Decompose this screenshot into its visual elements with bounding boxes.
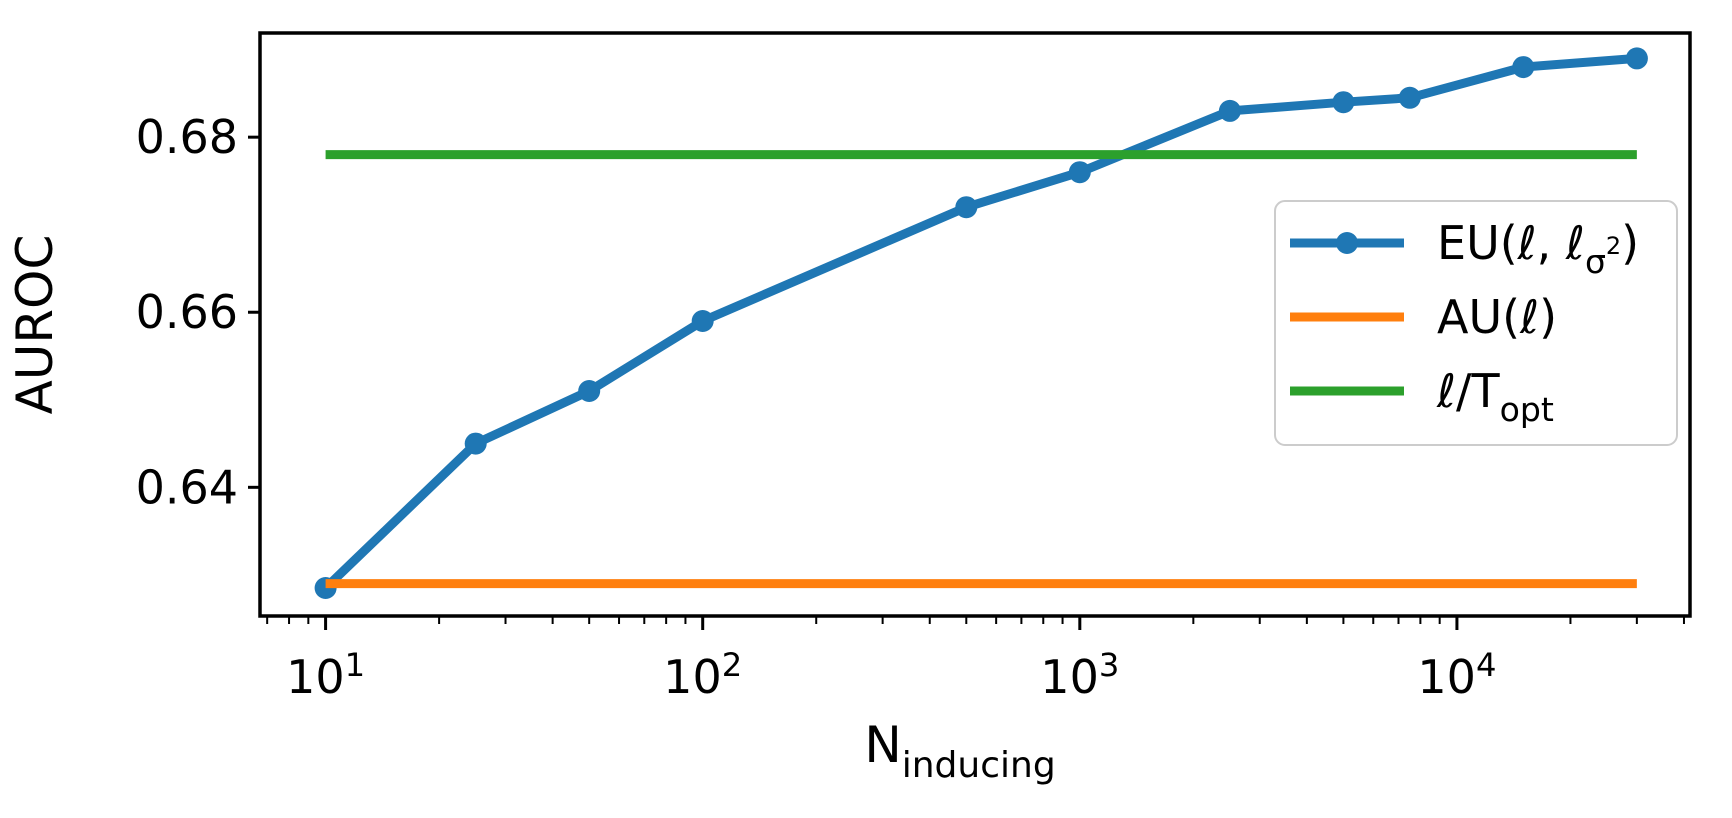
y-axis-label: AUROC xyxy=(6,235,64,415)
y-tick-label: 0.66 xyxy=(136,285,238,339)
legend-sample-marker xyxy=(1336,232,1358,254)
x-tick-label: 104 xyxy=(1417,646,1496,704)
axes-frame xyxy=(258,31,1692,618)
x-tick-label: 102 xyxy=(663,646,742,704)
x-tick-label: 103 xyxy=(1040,646,1119,704)
x-axis-label: Ninducing xyxy=(864,716,1055,786)
series-0-marker xyxy=(1625,47,1648,70)
y-tick-label: 0.64 xyxy=(136,460,238,514)
series-0-marker xyxy=(1512,56,1535,79)
series-0-marker xyxy=(1068,161,1091,184)
series-lines xyxy=(314,47,1648,599)
series-0-marker xyxy=(464,432,487,455)
x-axis: 101 102 103 104 xyxy=(266,616,1685,704)
y-tick-label: 0.68 xyxy=(136,110,238,164)
series-0-marker xyxy=(1398,86,1421,109)
series-0-marker xyxy=(578,380,601,402)
plot-spines xyxy=(258,31,1692,618)
series-0-marker xyxy=(691,310,714,332)
legend-label: EU(ℓ, ℓσ2) xyxy=(1437,216,1639,281)
legend-label: ℓ/Topt xyxy=(1436,364,1554,429)
series-0-marker xyxy=(1218,99,1241,122)
series-0-marker xyxy=(955,196,978,219)
legend-label: AU(ℓ) xyxy=(1437,290,1557,344)
legend-box xyxy=(1274,200,1678,446)
axis-labels: AUROC Ninducing xyxy=(6,235,1056,786)
legend: EU(ℓ, ℓσ2) AU(ℓ) ℓ/Topt xyxy=(1274,200,1678,446)
y-axis: 0.64 0.66 0.68 xyxy=(136,110,260,514)
x-tick-label: 101 xyxy=(286,646,365,704)
series-0-marker xyxy=(1332,91,1355,114)
